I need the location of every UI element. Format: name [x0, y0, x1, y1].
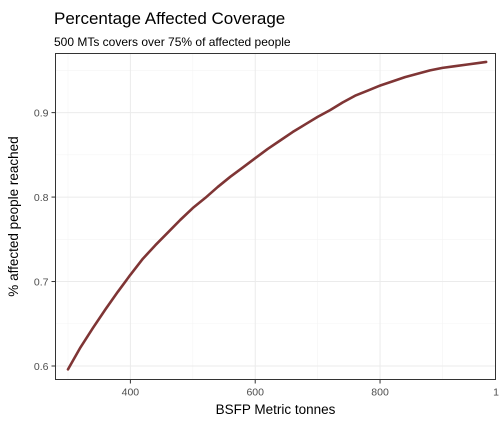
x-tick-label: 400	[122, 387, 140, 399]
y-tick-label: 0.6	[34, 361, 49, 373]
chart-subtitle: 500 MTs covers over 75% of affected peop…	[54, 35, 291, 49]
x-tick-label: 1000	[493, 387, 499, 399]
chart-title: Percentage Affected Coverage	[54, 9, 285, 28]
y-axis: 0.6 0.7 0.8 0.9	[34, 107, 56, 373]
panel-border	[55, 53, 496, 380]
y-axis-title: % affected people reached	[6, 136, 21, 296]
y-tick-label: 0.9	[34, 107, 49, 119]
plot-panel	[55, 53, 496, 380]
x-tick-label: 600	[246, 387, 264, 399]
series-line-0	[66, 60, 488, 371]
x-axis: 400 600 800 1000	[122, 379, 499, 399]
major-gridlines	[55, 53, 496, 380]
y-tick-label: 0.8	[34, 192, 49, 204]
x-axis-title: BSFP Metric tonnes	[216, 402, 336, 417]
series-layer	[66, 60, 488, 371]
minor-gridlines	[55, 53, 496, 380]
x-tick-label: 800	[371, 387, 389, 399]
y-tick-label: 0.7	[34, 276, 49, 288]
